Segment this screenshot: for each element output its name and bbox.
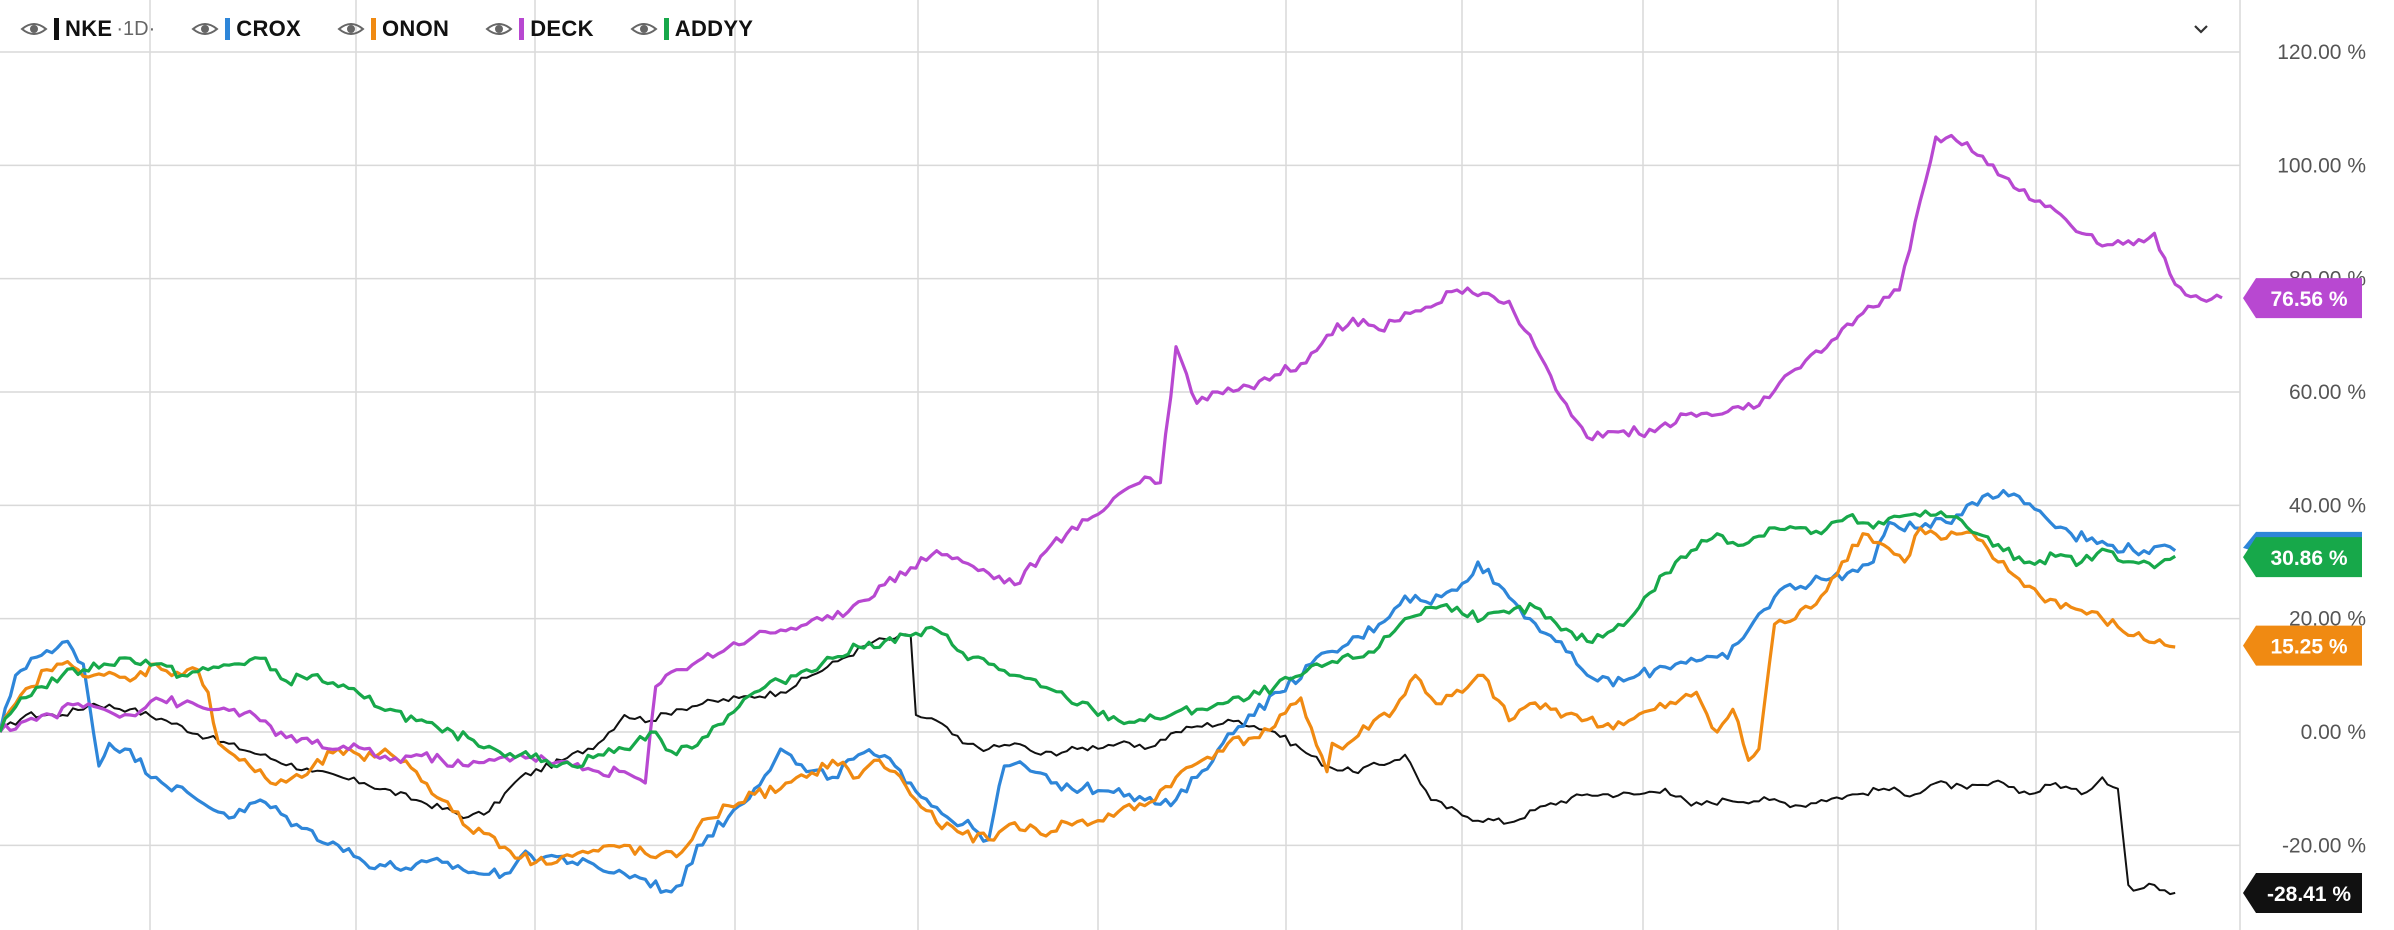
- grid-lines: [0, 0, 2241, 930]
- legend-item-deck[interactable]: DECK: [485, 16, 594, 42]
- legend-symbol: DECK: [530, 16, 594, 41]
- series-color-swatch: [371, 18, 377, 40]
- eye-icon[interactable]: [191, 19, 219, 39]
- y-tick-label: 100.00 %: [2277, 154, 2366, 177]
- series-color-swatch: [225, 18, 231, 40]
- y-tick-label: 0.00 %: [2301, 721, 2366, 744]
- last-value-label: 15.25 %: [2270, 636, 2347, 659]
- eye-icon[interactable]: [337, 19, 365, 39]
- eye-icon[interactable]: [630, 19, 658, 39]
- last-value-badges: 76.56 % 30.86 % 15.25 % -28.41 %: [2243, 278, 2362, 913]
- series-line-addyy: [0, 509, 2177, 769]
- last-value-label: -28.41 %: [2267, 883, 2351, 906]
- series-line-crox: [0, 489, 2177, 894]
- y-axis: 120.00 %100.00 %80.00 %60.00 %40.00 %20.…: [2277, 41, 2366, 857]
- legend-item-addyy[interactable]: ADDYY: [630, 16, 754, 42]
- last-value-label: 30.86 %: [2270, 547, 2347, 570]
- chevron-down-icon[interactable]: [2186, 14, 2216, 44]
- badge-nke: -28.41 %: [2243, 872, 2362, 913]
- eye-icon[interactable]: [485, 19, 513, 39]
- series-line-nke: [0, 633, 2176, 896]
- series-color-swatch: [54, 18, 59, 40]
- legend-item-nke[interactable]: NKE ·1D·: [20, 16, 155, 42]
- legend-symbol: ADDYY: [674, 16, 754, 41]
- eye-icon[interactable]: [20, 19, 48, 39]
- badge-addyy: 30.86 %: [2243, 537, 2362, 578]
- badge-deck: 76.56 %: [2243, 278, 2362, 319]
- y-tick-label: 40.00 %: [2289, 494, 2366, 517]
- series-line-onon: [0, 526, 2176, 867]
- legend-symbol: ONON: [382, 16, 450, 41]
- y-tick-label: 60.00 %: [2289, 381, 2366, 404]
- y-tick-label: -20.00 %: [2282, 834, 2366, 857]
- legend-symbol: CROX: [236, 16, 302, 41]
- series-color-swatch: [663, 18, 669, 40]
- y-tick-label: 20.00 %: [2289, 608, 2366, 631]
- series-lines: [0, 133, 2223, 896]
- series-line-deck: [0, 133, 2223, 785]
- legend-item-onon[interactable]: ONON: [337, 16, 449, 42]
- legend-item-crox[interactable]: CROX: [191, 16, 301, 42]
- last-value-label: 76.56 %: [2270, 288, 2347, 311]
- series-color-swatch: [519, 18, 525, 40]
- legend: NKE ·1D· CROX ONON DECK ADDYY: [20, 14, 789, 44]
- legend-interval[interactable]: ·1D·: [116, 17, 156, 40]
- badge-onon: 15.25 %: [2243, 625, 2362, 666]
- y-tick-label: 120.00 %: [2277, 41, 2366, 64]
- legend-symbol: NKE: [65, 16, 113, 41]
